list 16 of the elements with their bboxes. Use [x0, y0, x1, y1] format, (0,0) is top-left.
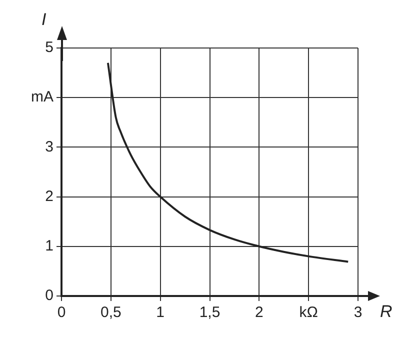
y-tick-label: 0 — [45, 287, 54, 304]
y-tick-label: 3 — [45, 138, 54, 156]
y-axis-title: I — [42, 10, 46, 30]
y-tick-label: mA — [31, 88, 54, 106]
line-series — [106, 62, 350, 263]
x-tick-label: 0 — [57, 304, 66, 322]
x-tick-label: 1,5 — [199, 304, 220, 322]
y-tick-label: 1 — [45, 238, 54, 255]
x-axis-title: R — [380, 302, 392, 322]
y-tick-label: 2 — [45, 188, 54, 205]
x-tick-label: 3 — [354, 304, 362, 322]
x-tick-label: 0,5 — [100, 304, 122, 322]
x-tick-label: 1 — [156, 304, 165, 322]
x-tick-label: kΩ — [299, 304, 318, 322]
y-tick-label: 5 — [45, 39, 54, 56]
x-tick-label: 2 — [254, 304, 264, 322]
